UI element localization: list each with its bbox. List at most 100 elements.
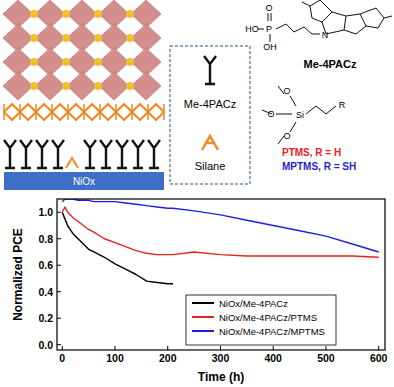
legend-label: NiOx/Me-4PACz/PTMS bbox=[219, 312, 317, 323]
octahedron bbox=[131, 72, 161, 100]
silane-network bbox=[163, 104, 165, 120]
y-tick-label: 0.2 bbox=[38, 312, 53, 324]
sam-molecule bbox=[20, 140, 32, 168]
atom-label: Si bbox=[296, 110, 304, 120]
sam-molecule bbox=[148, 140, 160, 168]
plot-lines bbox=[62, 199, 378, 284]
silane-network bbox=[67, 104, 69, 120]
legend: NiOx/Me-4PACz NiOx/Me-4PACz/PTMS NiOx/Me-4… bbox=[186, 295, 336, 345]
molecule-name: Me-4PACz bbox=[304, 58, 357, 70]
octahedron bbox=[67, 72, 97, 100]
octahedron bbox=[3, 72, 33, 100]
legend-swatch bbox=[192, 330, 214, 332]
silane-network bbox=[147, 104, 149, 120]
y-tick bbox=[57, 291, 61, 292]
x-tick bbox=[115, 346, 116, 350]
cation bbox=[94, 34, 102, 42]
sam-molecule bbox=[204, 56, 216, 84]
substrate-label: NiOx bbox=[73, 176, 95, 187]
legend-label: NiOx/Me-4PACz/MPTMS bbox=[219, 326, 325, 337]
figure: NiOxMe-4PACzSilaneOPHOOHNMe-4PACzOOOSiRP… bbox=[0, 0, 394, 387]
sam-molecule bbox=[52, 140, 64, 168]
y-tick-label: 0.6 bbox=[38, 259, 53, 271]
cation bbox=[30, 58, 38, 66]
atom-label: OH bbox=[263, 42, 277, 52]
variant-label: MPTMS, R = SH bbox=[282, 161, 356, 172]
variant-label: PTMS, R = H bbox=[282, 147, 341, 158]
chart: 0 100 200 300 400 500 600 0.0 0.2 0.4 0.6 0.8 1.0 Tim… bbox=[11, 199, 388, 384]
cation bbox=[62, 34, 70, 42]
silane-icon bbox=[202, 136, 218, 150]
cation bbox=[62, 82, 70, 90]
cation bbox=[62, 58, 70, 66]
x-tick-label: 600 bbox=[370, 352, 388, 364]
silane-network bbox=[99, 104, 101, 120]
y-tick-label: 0.8 bbox=[38, 233, 53, 245]
sam-molecule bbox=[132, 140, 144, 168]
series-line bbox=[62, 199, 378, 252]
atom-label: HO bbox=[245, 24, 259, 34]
cation bbox=[94, 58, 102, 66]
x-tick bbox=[378, 346, 379, 350]
atom-label: O bbox=[267, 109, 274, 119]
x-tick bbox=[273, 346, 274, 350]
x-tick bbox=[167, 346, 168, 350]
cation bbox=[30, 82, 38, 90]
box-label: Silane bbox=[195, 160, 226, 172]
octahedron bbox=[35, 72, 65, 100]
legend-frame bbox=[186, 295, 336, 345]
schematic: NiOxMe-4PACzSilaneOPHOOHNMe-4PACzOOOSiRP… bbox=[3, 0, 392, 190]
plot-frame bbox=[57, 199, 385, 350]
x-tick-label: 300 bbox=[212, 352, 230, 364]
legend-swatch bbox=[192, 316, 214, 318]
y-tick bbox=[57, 265, 61, 266]
y-tick bbox=[57, 238, 61, 239]
structure bbox=[258, 0, 392, 42]
x-tick-label: 0 bbox=[59, 352, 65, 364]
cation bbox=[94, 10, 102, 18]
cation bbox=[62, 10, 70, 18]
atom-label: O bbox=[283, 131, 290, 141]
sam-molecule bbox=[116, 140, 128, 168]
y-tick-label: 0.4 bbox=[38, 286, 53, 298]
silane-network bbox=[35, 104, 37, 120]
structure bbox=[276, 96, 336, 132]
silane-network bbox=[131, 104, 133, 120]
sam-molecule bbox=[100, 140, 112, 168]
x-tick bbox=[220, 346, 221, 350]
y-axis-label: Normalized PCE bbox=[11, 228, 25, 321]
sam-molecule bbox=[84, 140, 96, 168]
y-tick bbox=[57, 318, 61, 319]
atom-label: O bbox=[265, 3, 272, 13]
atom-label: R bbox=[339, 100, 346, 110]
cation bbox=[126, 10, 134, 18]
x-tick bbox=[325, 346, 326, 350]
x-tick-label: 200 bbox=[159, 352, 177, 364]
y-tick bbox=[57, 212, 61, 213]
x-axis-label: Time (h) bbox=[198, 370, 244, 384]
cation bbox=[126, 82, 134, 90]
y-tick-label: 1.0 bbox=[38, 206, 53, 218]
legend-label: NiOx/Me-4PACz bbox=[219, 298, 288, 309]
silane-molecule bbox=[66, 158, 78, 168]
box-label: Me-4PACz bbox=[184, 98, 236, 110]
atom-label: P bbox=[266, 24, 272, 34]
atom-label: O bbox=[283, 86, 290, 96]
silane-network bbox=[3, 104, 5, 120]
cation bbox=[126, 34, 134, 42]
x-tick-label: 100 bbox=[106, 352, 124, 364]
y-tick bbox=[57, 344, 61, 345]
structure bbox=[262, 86, 284, 144]
y-tick-label: 0.0 bbox=[38, 339, 53, 351]
sam-molecule bbox=[4, 140, 16, 168]
x-tick-label: 400 bbox=[264, 352, 282, 364]
x-tick bbox=[62, 346, 63, 350]
silane-network bbox=[83, 104, 85, 120]
x-tick-label: 500 bbox=[317, 352, 335, 364]
cation bbox=[30, 10, 38, 18]
silane-network bbox=[19, 104, 21, 120]
legend-box bbox=[170, 46, 250, 184]
legend-swatch bbox=[192, 302, 214, 304]
cation bbox=[126, 58, 134, 66]
nio-substrate bbox=[4, 172, 164, 190]
